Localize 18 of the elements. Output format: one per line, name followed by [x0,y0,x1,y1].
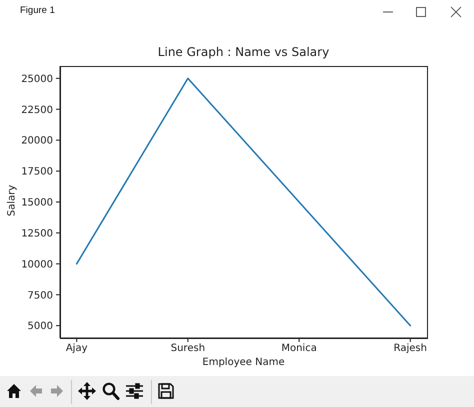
x-tick-label: Suresh [170,343,206,354]
y-tick-label: 15000 [21,198,53,209]
y-tick-label: 17500 [21,166,53,178]
y-tick-label: 10000 [21,259,53,270]
y-tick-label: 7500 [28,290,53,302]
y-tick-label: 20000 [21,136,53,147]
y-tick-label: 12500 [21,228,53,240]
x-tick-label: Rajesh [394,343,427,354]
y-tick-label: 25000 [21,74,53,85]
line-series [76,78,412,326]
chart-title: Line Graph : Name vs Salary [156,45,330,59]
y-tick-label: 5000 [28,321,53,332]
y-tick-label: 22500 [21,104,53,116]
x-axis-title: Employee Name [201,357,286,368]
x-tick-label: Monica [281,343,317,354]
caption: Figure 1 [20,5,55,16]
y-axis-title: Salary [6,184,18,218]
x-tick-label: Ajay [66,343,88,354]
